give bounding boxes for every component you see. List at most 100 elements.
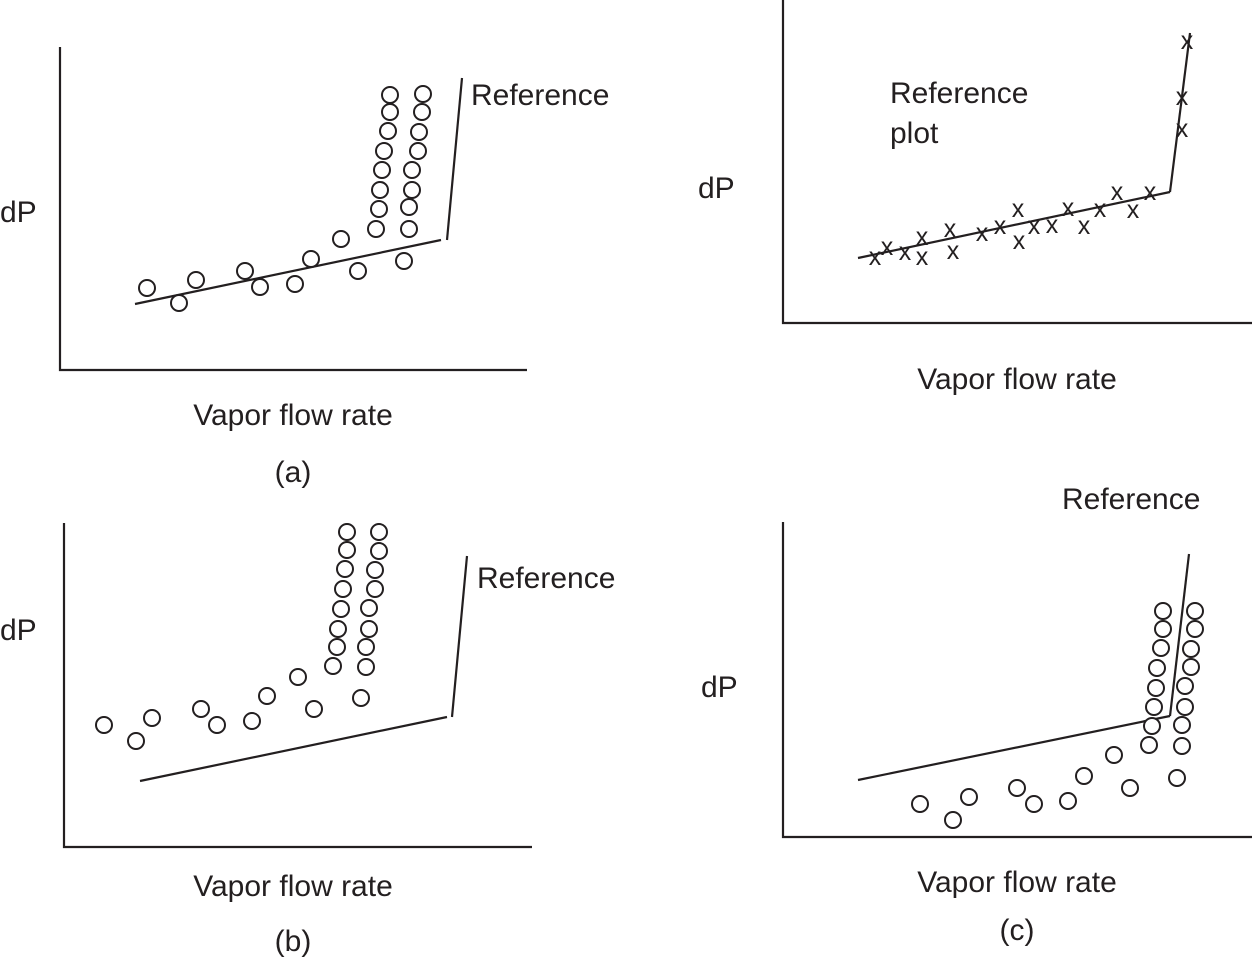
panel-b-data-point xyxy=(143,709,161,727)
panel-c: dP Vapor flow rate (c) Reference xyxy=(701,483,1252,947)
panel-c-data-point xyxy=(1121,779,1139,797)
reference-plot-data-point: x xyxy=(1013,227,1026,255)
panel-c-reference-line-high xyxy=(1168,553,1191,717)
panel-c-data-point xyxy=(1075,767,1093,785)
panel-c-data-point xyxy=(1173,716,1191,734)
reference-plot-data-point: x xyxy=(869,243,882,271)
reference-plot-data-point: x xyxy=(1144,178,1157,206)
reference-plot-data-point: x xyxy=(976,219,989,247)
reference-plot-data-point: x xyxy=(1176,83,1189,111)
panel-a-data-point xyxy=(403,181,421,199)
panel-c-data-point xyxy=(1168,769,1186,787)
panel-c-data-point xyxy=(1154,620,1172,638)
panel-c-data-point xyxy=(1182,640,1200,658)
reference-plot-data-point: x xyxy=(1062,194,1075,222)
panel-a: dP Vapor flow rate (a) Reference xyxy=(0,47,609,489)
panel-b-data-point xyxy=(336,560,354,578)
panel-c-data-point xyxy=(1140,736,1158,754)
panel-b-data-point xyxy=(95,716,113,734)
reference-plot-data-point: x xyxy=(944,215,957,243)
reference-plot-data-point: x xyxy=(1181,27,1194,55)
panel-a-caption: (a) xyxy=(275,456,312,489)
panel-b-caption: (b) xyxy=(275,925,312,958)
panel-c-data-point xyxy=(1173,737,1191,755)
panel-b-data-point xyxy=(243,712,261,730)
reference-plot-title-line2: plot xyxy=(890,117,939,150)
panel-b-data-point xyxy=(127,732,145,750)
panel-a-data-point xyxy=(138,279,156,297)
panel-b-data-point xyxy=(329,620,347,638)
panel-a-data-point xyxy=(403,161,421,179)
panel-c-data-point xyxy=(1105,746,1123,764)
panel-a-reference-line-high xyxy=(445,77,464,241)
panel-b-data-point xyxy=(357,638,375,656)
panel-a-data-point xyxy=(409,142,427,160)
panel-a-data-point xyxy=(381,86,399,104)
panel-b-data-point xyxy=(360,599,378,617)
reference-plot-data-point: x xyxy=(994,212,1007,240)
panel-c-data-point xyxy=(1147,679,1165,697)
panel-c-x-axis-label: Vapor flow rate xyxy=(917,866,1117,899)
panel-b-data-point xyxy=(289,668,307,686)
panel-c-data-point xyxy=(1186,620,1204,638)
panel-c-data-point xyxy=(944,811,962,829)
panel-b-reference-line-low xyxy=(139,715,448,783)
panel-a-reference-label: Reference xyxy=(471,79,609,112)
reference-plot-data-point: x xyxy=(1012,195,1025,223)
panel-a-data-point xyxy=(413,103,431,121)
panel-c-data-point xyxy=(960,788,978,806)
panel-a-data-point xyxy=(373,161,391,179)
panel-a-data-point xyxy=(381,103,399,121)
panel-c-data-point xyxy=(1025,795,1043,813)
panel-b-data-point xyxy=(334,580,352,598)
panel-b-reference-label: Reference xyxy=(477,562,615,595)
reference-plot-data-point: x xyxy=(947,237,960,265)
panel-a-data-point xyxy=(236,262,254,280)
panel-b-data-point xyxy=(366,561,384,579)
reference-plot-data-point: x xyxy=(916,243,929,271)
panel-a-reference-line-low xyxy=(134,238,442,306)
panel-c-y-axis-label: dP xyxy=(701,671,738,704)
panel-c-data-point xyxy=(1148,659,1166,677)
panel-a-data-point xyxy=(302,250,320,268)
reference-plot-data-point: x xyxy=(1028,212,1041,240)
panel-b-data-points xyxy=(95,523,388,750)
panel-a-data-point xyxy=(187,271,205,289)
reference-plot-data-point: x xyxy=(1078,212,1091,240)
panel-b-data-point xyxy=(338,541,356,559)
panel-a-data-point xyxy=(332,230,350,248)
panel-c-data-point xyxy=(1176,677,1194,695)
panel-a-data-point xyxy=(400,198,418,216)
panel-c-data-point xyxy=(1152,639,1170,657)
panel-b-data-point xyxy=(360,620,378,638)
reference-plot-data-point: x xyxy=(916,223,929,251)
panel-b-data-point xyxy=(192,700,210,718)
panel-c-axes xyxy=(781,522,1252,839)
panel-a-data-point xyxy=(349,262,367,280)
panel-b-data-point xyxy=(208,716,226,734)
panel-c-data-point xyxy=(1143,717,1161,735)
panel-b-reference-line-high xyxy=(450,555,469,718)
panel-b-data-point xyxy=(370,523,388,541)
panel-b-data-point xyxy=(357,658,375,676)
panel-c-reference-label: Reference xyxy=(1062,483,1200,516)
reference-plot-data-point: x xyxy=(1176,115,1189,143)
panel-b-data-point xyxy=(328,638,346,656)
panel-b-data-point xyxy=(305,700,323,718)
panel-a-data-point xyxy=(367,220,385,238)
panel-c-data-point xyxy=(911,795,929,813)
panel-a-y-axis-label: dP xyxy=(0,196,37,229)
panel-a-data-point xyxy=(371,181,389,199)
reference-plot-data-point: x xyxy=(1046,211,1059,239)
panel-c-data-point xyxy=(1008,779,1026,797)
panel-c-data-point xyxy=(1182,658,1200,676)
panel-b-axes xyxy=(62,523,532,849)
panel-b-data-point xyxy=(366,580,384,598)
reference-plot-axes xyxy=(781,0,1252,325)
panel-a-data-point xyxy=(370,200,388,218)
panel-a-data-points xyxy=(138,85,432,312)
panel-a-data-point xyxy=(251,278,269,296)
panel-a-axes xyxy=(58,47,527,372)
reference-plot-data-point: x xyxy=(899,238,912,266)
